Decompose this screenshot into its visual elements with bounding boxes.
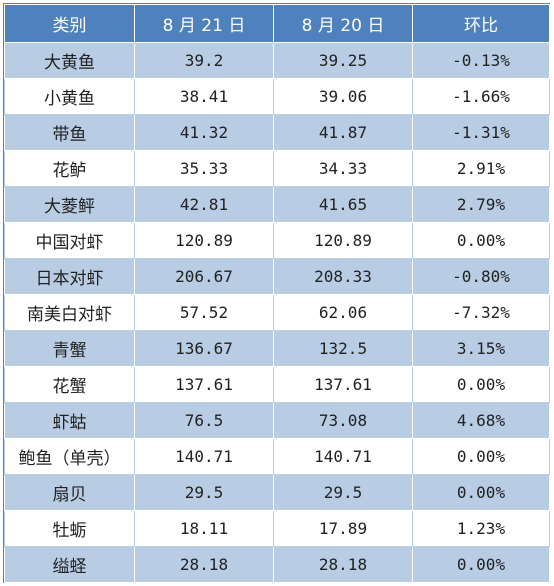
cell-aug20: 137.61 (273, 366, 413, 403)
cell-aug21: 38.41 (134, 78, 274, 115)
cell-aug21: 136.67 (134, 330, 274, 367)
cell-change: 2.79% (412, 186, 550, 223)
cell-aug20: 62.06 (273, 294, 413, 331)
table-row: 日本对虾 206.67 208.33 -0.80% (4, 258, 550, 295)
cell-category: 小黄鱼 (4, 78, 135, 115)
header-row: 类别 8 月 21 日 8 月 20 日 环比 (4, 4, 550, 43)
cell-category: 虾蛄 (4, 402, 135, 439)
cell-aug20: 132.5 (273, 330, 413, 367)
cell-change: 4.68% (412, 402, 550, 439)
table-row: 大黄鱼 39.2 39.25 -0.13% (4, 42, 550, 79)
cell-aug20: 34.33 (273, 150, 413, 187)
cell-aug20: 120.89 (273, 222, 413, 259)
cell-change: 0.00% (412, 438, 550, 475)
cell-aug20: 208.33 (273, 258, 413, 295)
cell-aug21: 42.81 (134, 186, 274, 223)
cell-category: 鲍鱼（单壳） (4, 438, 135, 475)
table-row: 虾蛄 76.5 73.08 4.68% (4, 402, 550, 439)
table-row: 花鲈 35.33 34.33 2.91% (4, 150, 550, 187)
header-category: 类别 (4, 4, 135, 43)
table-row: 青蟹 136.67 132.5 3.15% (4, 330, 550, 367)
cell-aug20: 39.06 (273, 78, 413, 115)
cell-aug20: 41.65 (273, 186, 413, 223)
table-row: 缢蛏 28.18 28.18 0.00% (4, 546, 550, 583)
cell-change: 0.00% (412, 366, 550, 403)
cell-category: 大黄鱼 (4, 42, 135, 79)
table-row: 小黄鱼 38.41 39.06 -1.66% (4, 78, 550, 115)
cell-aug20: 140.71 (273, 438, 413, 475)
cell-change: 3.15% (412, 330, 550, 367)
cell-category: 扇贝 (4, 474, 135, 511)
cell-aug21: 120.89 (134, 222, 274, 259)
table-row: 扇贝 29.5 29.5 0.00% (4, 474, 550, 511)
cell-change: 2.91% (412, 150, 550, 187)
cell-aug21: 28.18 (134, 546, 274, 583)
cell-change: -0.80% (412, 258, 550, 295)
cell-aug20: 39.25 (273, 42, 413, 79)
cell-change: -7.32% (412, 294, 550, 331)
table-frame (3, 3, 550, 583)
cell-category: 带鱼 (4, 114, 135, 151)
table-row: 中国对虾 120.89 120.89 0.00% (4, 222, 550, 259)
cell-category: 大菱鲆 (4, 186, 135, 223)
cell-aug20: 41.87 (273, 114, 413, 151)
header-aug20: 8 月 20 日 (273, 4, 413, 43)
cell-aug20: 28.18 (273, 546, 413, 583)
cell-aug20: 17.89 (273, 510, 413, 547)
table-row: 花蟹 137.61 137.61 0.00% (4, 366, 550, 403)
table-body: 大黄鱼 39.2 39.25 -0.13% 小黄鱼 38.41 39.06 -1.66% 带鱼 4… (4, 42, 550, 583)
cell-aug21: 29.5 (134, 474, 274, 511)
cell-aug21: 41.32 (134, 114, 274, 151)
cell-change: 1.23% (412, 510, 550, 547)
header-change: 环比 (412, 4, 550, 43)
cell-change: 0.00% (412, 546, 550, 583)
cell-category: 牡蛎 (4, 510, 135, 547)
cell-aug20: 73.08 (273, 402, 413, 439)
header-aug21: 8 月 21 日 (134, 4, 274, 43)
table-row: 鲍鱼（单壳） 140.71 140.71 0.00% (4, 438, 550, 475)
cell-category: 花蟹 (4, 366, 135, 403)
cell-change: -1.66% (412, 78, 550, 115)
cell-category: 花鲈 (4, 150, 135, 187)
cell-category: 中国对虾 (4, 222, 135, 259)
seafood-price-table: 类别 8 月 21 日 8 月 20 日 环比 大黄鱼 39.2 39.25 -0.1… (4, 4, 550, 583)
cell-change: -1.31% (412, 114, 550, 151)
cell-aug21: 206.67 (134, 258, 274, 295)
table-row: 牡蛎 18.11 17.89 1.23% (4, 510, 550, 547)
cell-change: 0.00% (412, 474, 550, 511)
table-row: 南美白对虾 57.52 62.06 -7.32% (4, 294, 550, 331)
cell-aug21: 18.11 (134, 510, 274, 547)
cell-category: 南美白对虾 (4, 294, 135, 331)
cell-category: 日本对虾 (4, 258, 135, 295)
cell-aug20: 29.5 (273, 474, 413, 511)
cell-aug21: 137.61 (134, 366, 274, 403)
cell-aug21: 140.71 (134, 438, 274, 475)
cell-category: 缢蛏 (4, 546, 135, 583)
table-row: 带鱼 41.32 41.87 -1.31% (4, 114, 550, 151)
cell-change: 0.00% (412, 222, 550, 259)
cell-aug21: 39.2 (134, 42, 274, 79)
cell-aug21: 57.52 (134, 294, 274, 331)
cell-aug21: 35.33 (134, 150, 274, 187)
cell-category: 青蟹 (4, 330, 135, 367)
cell-change: -0.13% (412, 42, 550, 79)
cell-aug21: 76.5 (134, 402, 274, 439)
table-row: 大菱鲆 42.81 41.65 2.79% (4, 186, 550, 223)
